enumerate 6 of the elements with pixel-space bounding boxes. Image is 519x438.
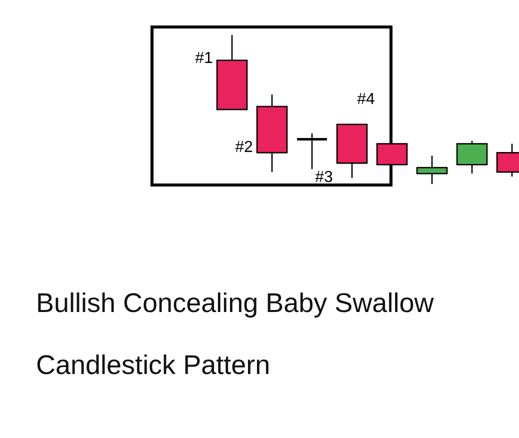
candlestick bbox=[296, 132, 328, 170]
annotation: #3 bbox=[315, 169, 333, 186]
annotation: #4 bbox=[357, 91, 375, 108]
annotation: #2 bbox=[235, 139, 253, 156]
annotation: #1 bbox=[195, 50, 213, 67]
text: Bullish Concealing Baby Swallow Candlestick Pattern bbox=[36, 288, 434, 380]
